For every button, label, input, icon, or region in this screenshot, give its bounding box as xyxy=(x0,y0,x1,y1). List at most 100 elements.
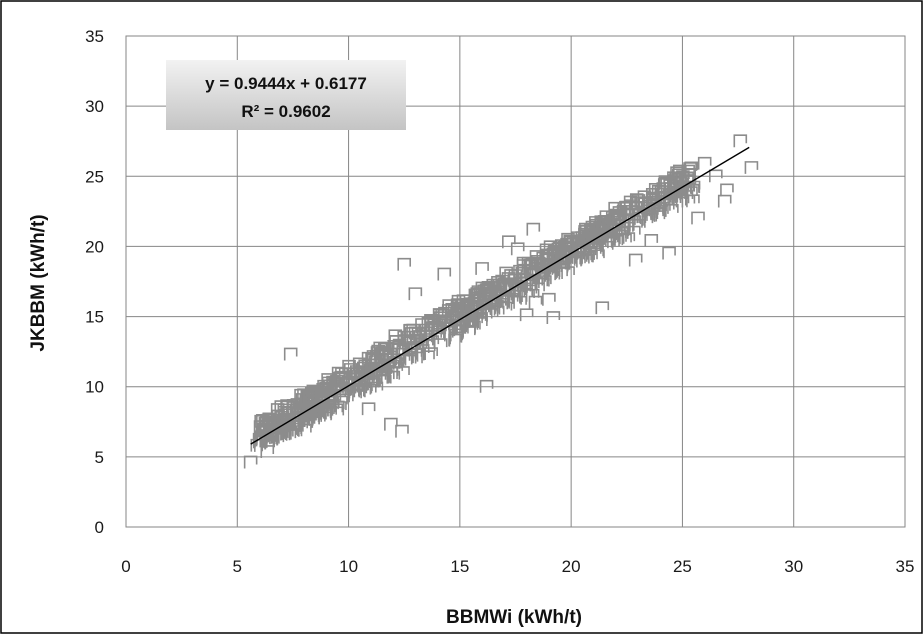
data-point xyxy=(392,340,406,354)
data-point xyxy=(484,302,499,316)
x-tick-label: 0 xyxy=(121,557,130,576)
data-point xyxy=(709,169,723,183)
data-point xyxy=(640,201,655,215)
data-point xyxy=(319,406,334,420)
data-point xyxy=(576,254,590,268)
data-point xyxy=(536,271,550,285)
data-point xyxy=(335,393,349,407)
x-tick-label: 5 xyxy=(233,557,242,576)
data-point xyxy=(450,302,465,316)
data-point xyxy=(525,259,539,273)
data-point xyxy=(595,301,610,315)
data-point xyxy=(616,225,631,239)
data-point xyxy=(361,402,376,416)
data-point xyxy=(492,278,507,292)
y-tick-label: 15 xyxy=(85,308,104,327)
data-point xyxy=(321,373,335,386)
data-point xyxy=(618,233,632,247)
data-point xyxy=(352,377,367,391)
data-point xyxy=(352,388,366,402)
data-point xyxy=(302,391,317,405)
data-point xyxy=(305,395,320,408)
data-point xyxy=(403,323,418,337)
data-point xyxy=(623,199,638,213)
data-point xyxy=(334,370,349,384)
y-axis-ticks: 0 5 10 15 20 25 30 35 xyxy=(85,27,104,537)
data-point xyxy=(551,242,566,256)
y-tick-label: 10 xyxy=(85,378,104,397)
data-point xyxy=(564,235,578,249)
data-point xyxy=(519,308,534,322)
data-point xyxy=(395,424,409,438)
data-point xyxy=(621,221,635,235)
data-point xyxy=(631,194,646,207)
data-point xyxy=(289,403,304,417)
data-point xyxy=(469,304,483,318)
data-point xyxy=(425,321,440,335)
data-point xyxy=(342,359,356,373)
y-tick-label: 25 xyxy=(85,167,104,186)
data-point xyxy=(621,208,636,222)
data-point xyxy=(516,259,531,272)
data-point xyxy=(546,268,561,281)
data-point xyxy=(424,347,438,361)
data-point xyxy=(350,365,364,379)
y-axis-title: JKBBM (kWh/t) xyxy=(28,214,49,351)
data-point xyxy=(479,379,494,393)
data-point xyxy=(408,287,423,301)
data-point xyxy=(256,413,270,427)
data-point xyxy=(744,161,759,174)
equation-box-background xyxy=(166,60,406,130)
data-point xyxy=(384,417,398,431)
data-point xyxy=(379,347,394,361)
data-point xyxy=(243,455,258,469)
data-point xyxy=(390,347,404,361)
y-tick-label: 20 xyxy=(85,237,104,256)
data-point xyxy=(644,234,659,247)
data-point xyxy=(338,367,353,381)
data-point xyxy=(368,375,383,388)
data-point xyxy=(606,213,621,227)
trendline xyxy=(250,146,750,445)
data-point xyxy=(502,235,516,249)
data-point xyxy=(542,292,556,306)
data-point xyxy=(261,438,276,452)
data-point xyxy=(300,390,315,403)
data-point xyxy=(353,384,368,398)
data-point xyxy=(383,350,397,364)
data-point xyxy=(529,250,544,263)
data-point xyxy=(504,292,519,306)
data-point xyxy=(523,258,538,272)
data-point xyxy=(546,311,561,324)
data-point xyxy=(521,289,535,302)
data-point xyxy=(697,156,712,170)
data-point xyxy=(589,243,603,256)
data-point xyxy=(258,416,273,430)
data-point xyxy=(496,279,511,293)
data-point xyxy=(681,194,696,208)
data-point xyxy=(663,198,678,212)
data-point xyxy=(469,314,483,328)
data-point xyxy=(610,234,625,248)
data-point xyxy=(482,290,496,304)
data-point xyxy=(648,182,663,196)
data-point xyxy=(256,429,270,443)
data-point xyxy=(672,196,687,210)
data-point xyxy=(437,267,452,281)
y-tick-label: 30 xyxy=(85,97,104,116)
data-point xyxy=(567,254,582,268)
data-point xyxy=(594,228,608,241)
data-point xyxy=(452,314,466,328)
data-point xyxy=(449,331,463,345)
data-point xyxy=(619,201,633,214)
data-point xyxy=(375,354,389,368)
data-point xyxy=(330,374,344,388)
data-point xyxy=(691,211,705,225)
data-point xyxy=(608,201,622,215)
data-point xyxy=(501,272,516,285)
data-point xyxy=(521,256,536,270)
data-point xyxy=(321,390,335,404)
data-point xyxy=(386,370,401,384)
y-tick-label: 35 xyxy=(85,27,104,46)
